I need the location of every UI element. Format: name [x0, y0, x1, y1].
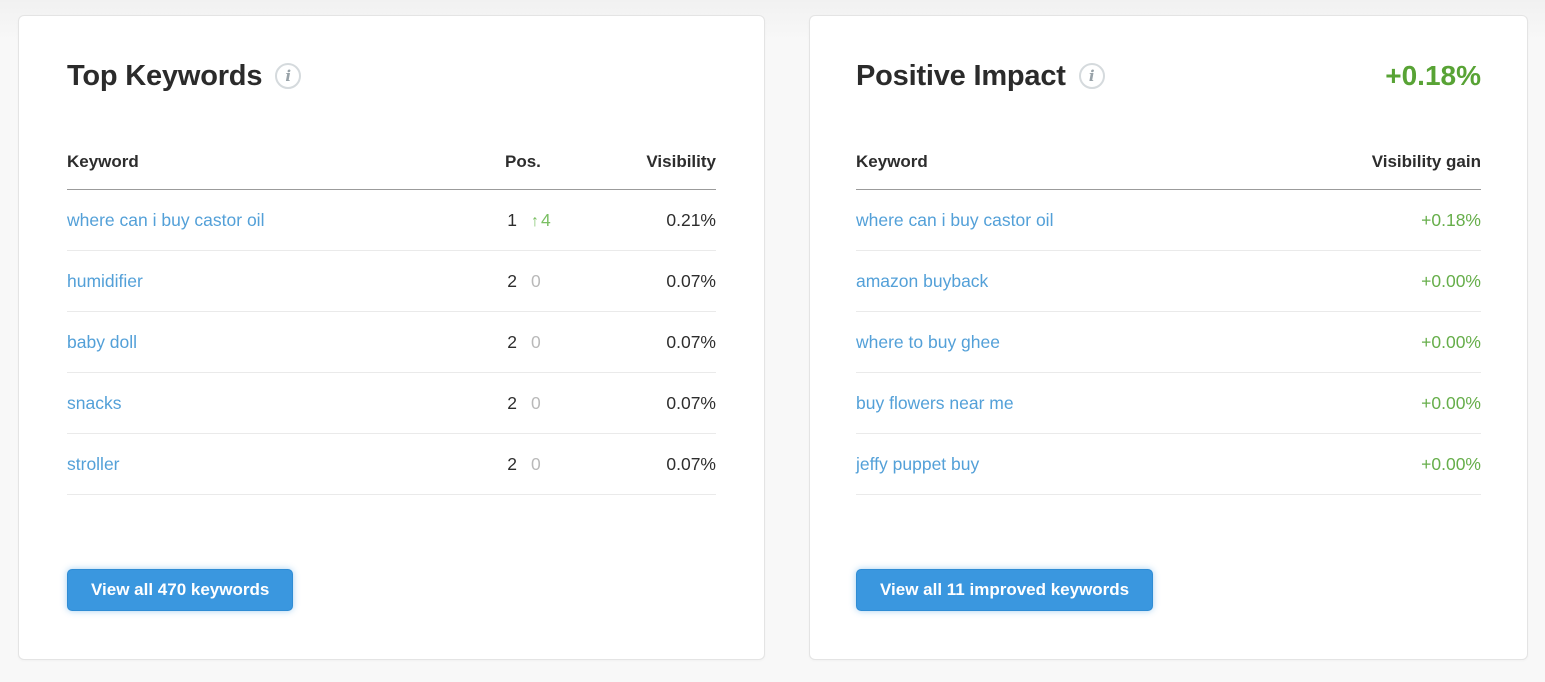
top-keywords-header: Top Keywords i — [67, 58, 716, 94]
info-icon[interactable]: i — [275, 63, 302, 89]
visibility-value: 0.07% — [666, 392, 716, 413]
positive-impact-table: Keyword Visibility gain where can i buy … — [856, 140, 1481, 495]
table-row: where can i buy castor oil 1 ↑ 4 0.21% — [67, 190, 716, 251]
column-header-keyword: Keyword — [856, 152, 928, 171]
keyword-link[interactable]: where can i buy castor oil — [67, 209, 265, 230]
table-row: where to buy ghee +0.00% — [856, 312, 1481, 373]
table-row: where can i buy castor oil +0.18% — [856, 190, 1481, 251]
position-value: 2 — [507, 453, 517, 474]
table-row: snacks 2 0 0.07% — [67, 373, 716, 434]
column-header-visibility-gain: Visibility gain — [1371, 152, 1481, 171]
visibility-value: 0.07% — [666, 270, 716, 291]
visibility-value: 0.21% — [666, 209, 716, 230]
table-header-row: Keyword Pos. Visibility — [67, 140, 716, 190]
position-change: 0 — [531, 331, 541, 352]
position-change: 0 — [531, 270, 541, 291]
top-keywords-title: Top Keywords — [67, 59, 263, 92]
up-arrow-icon: ↑ — [531, 212, 539, 230]
view-all-improved-keywords-button[interactable]: View all 11 improved keywords — [856, 569, 1154, 611]
view-all-keywords-button[interactable]: View all 470 keywords — [67, 569, 294, 611]
position-change: ↑ 4 — [531, 210, 551, 231]
visibility-gain-value: +0.00% — [1421, 453, 1481, 474]
column-header-visibility: Visibility — [646, 152, 716, 171]
keyword-link[interactable]: stroller — [67, 453, 120, 474]
keyword-link[interactable]: baby doll — [67, 331, 138, 352]
positive-impact-card: Positive Impact i +0.18% Keyword Visibil… — [809, 15, 1528, 660]
position-change: 0 — [531, 453, 541, 474]
table-row: humidifier 2 0 0.07% — [67, 251, 716, 312]
table-row: jeffy puppet buy +0.00% — [856, 434, 1481, 495]
keyword-link[interactable]: jeffy puppet buy — [856, 453, 980, 474]
total-visibility-gain: +0.18% — [1385, 60, 1481, 91]
table-row: stroller 2 0 0.07% — [67, 434, 716, 495]
visibility-value: 0.07% — [666, 331, 716, 352]
visibility-gain-value: +0.00% — [1421, 392, 1481, 413]
visibility-gain-value: +0.18% — [1421, 209, 1481, 230]
table-row: baby doll 2 0 0.07% — [67, 312, 716, 373]
table-row: amazon buyback +0.00% — [856, 251, 1481, 312]
visibility-gain-value: +0.00% — [1421, 270, 1481, 291]
keyword-link[interactable]: buy flowers near me — [856, 392, 1014, 413]
keywords-dashboard: Top Keywords i Keyword Pos. Visibility w… — [18, 15, 1528, 660]
info-icon[interactable]: i — [1078, 63, 1105, 89]
positive-impact-header: Positive Impact i +0.18% — [856, 58, 1481, 94]
keyword-link[interactable]: snacks — [67, 392, 122, 413]
keyword-link[interactable]: where can i buy castor oil — [856, 209, 1054, 230]
keyword-link[interactable]: where to buy ghee — [856, 331, 1000, 352]
position-value: 2 — [507, 331, 517, 352]
positive-impact-title: Positive Impact — [856, 59, 1066, 92]
keyword-link[interactable]: humidifier — [67, 270, 143, 291]
keyword-link[interactable]: amazon buyback — [856, 270, 989, 291]
top-keywords-card: Top Keywords i Keyword Pos. Visibility w… — [18, 15, 765, 660]
position-value: 2 — [507, 270, 517, 291]
column-header-position: Pos. — [505, 152, 541, 171]
position-value: 1 — [507, 209, 517, 230]
position-change: 0 — [531, 392, 541, 413]
visibility-value: 0.07% — [666, 453, 716, 474]
table-row: buy flowers near me +0.00% — [856, 373, 1481, 434]
position-value: 2 — [507, 392, 517, 413]
table-header-row: Keyword Visibility gain — [856, 140, 1481, 190]
visibility-gain-value: +0.00% — [1421, 331, 1481, 352]
position-change-value: 4 — [541, 209, 551, 230]
column-header-keyword: Keyword — [67, 152, 139, 171]
top-keywords-table: Keyword Pos. Visibility where can i buy … — [67, 140, 716, 495]
